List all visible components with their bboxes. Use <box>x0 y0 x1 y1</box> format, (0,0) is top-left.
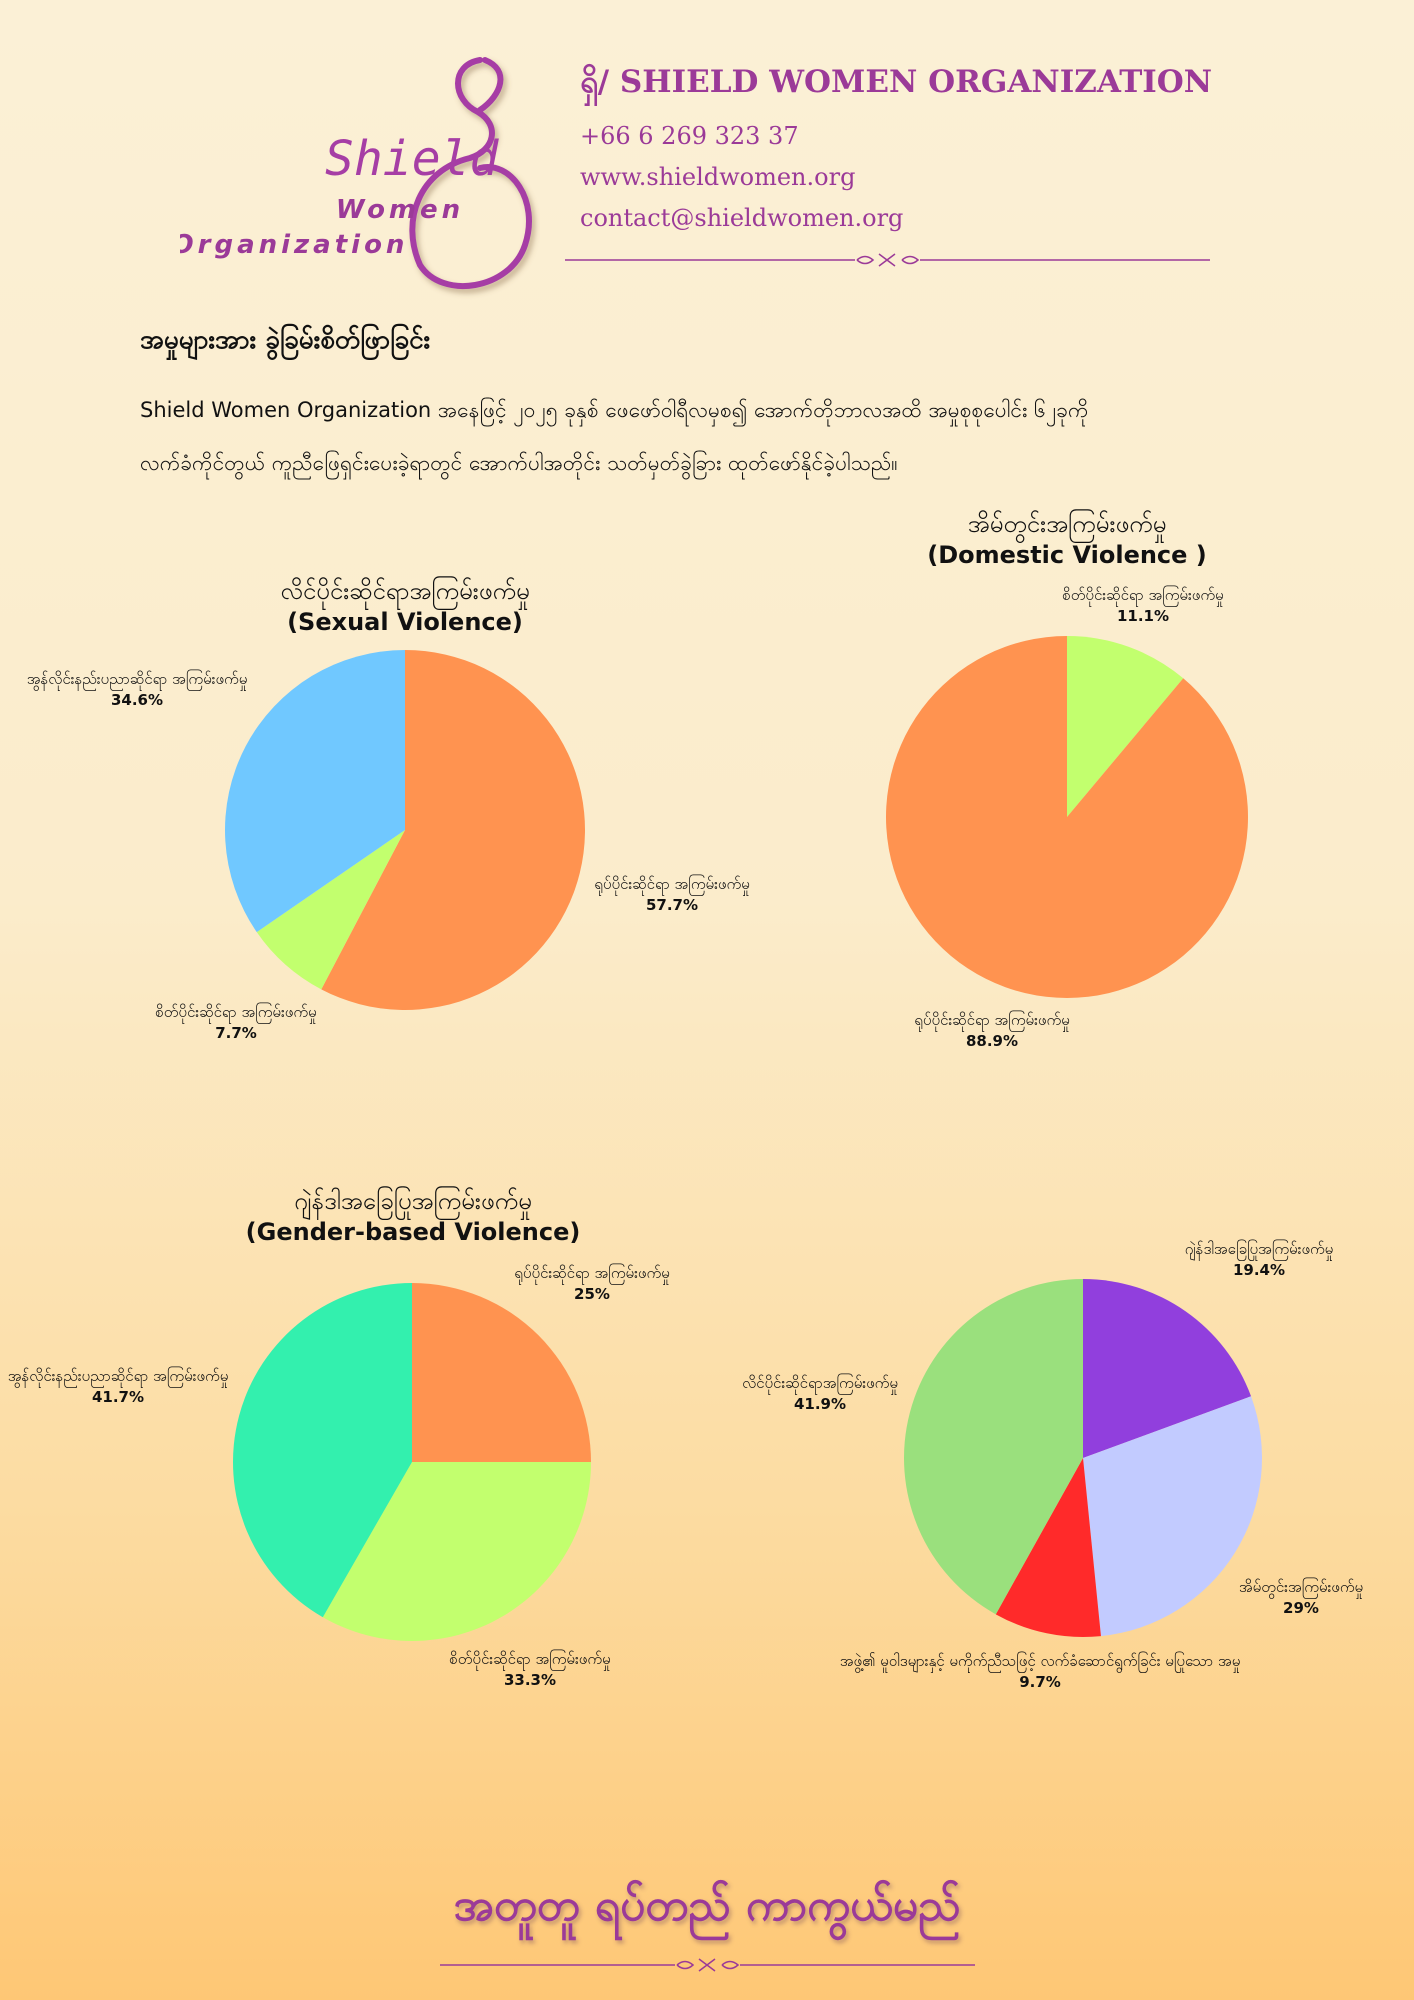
slice-label: ရုပ်ပိုင်းဆိုင်ရာ အကြမ်းဖက်မှု <box>914 1011 1070 1029</box>
pie-slice-2-2 <box>232 1283 412 1618</box>
pie-label: စိတ်ပိုင်းဆိုင်ရာ အကြမ်းဖက်မှု 11.1% <box>1062 585 1223 627</box>
sexual-violence-pie <box>225 650 585 1010</box>
slice-label: လိင်ပိုင်းဆိုင်ရာအကြမ်းဖက်မှု <box>742 1374 898 1392</box>
slice-value: 41.7% <box>91 1388 145 1406</box>
header-divider <box>565 253 1210 267</box>
chart-title-line2: (Domestic Violence ) <box>927 541 1207 569</box>
slice-label: စိတ်ပိုင်းဆိုင်ရာ အကြမ်းဖက်မှု <box>449 1650 611 1668</box>
slice-value: 57.7% <box>645 896 699 914</box>
slice-value: 41.9% <box>793 1395 847 1413</box>
pie-label: စိတ်ပိုင်းဆိုင်ရာ အကြမ်းဖက်မှု 7.7% <box>155 1002 316 1044</box>
pie-slice-0-2 <box>225 650 405 933</box>
gender-based-violence-title: ဂျဲန်ဒါအခြေပြုအကြမ်းဖက်မှု (Gender-based… <box>246 1186 581 1248</box>
slice-label: စိတ်ပိုင်းဆိုင်ရာ အကြမ်းဖက်မှု <box>155 1003 317 1021</box>
pie-label: စိတ်ပိုင်းဆိုင်ရာ အကြမ်းဖက်မှု 33.3% <box>449 1649 610 1691</box>
slice-label: ဂျဲန်ဒါအခြေပြုအကြမ်းဖက်မှု <box>1184 1240 1334 1258</box>
slice-value: 88.9% <box>965 1032 1019 1050</box>
slice-label: အဖွဲ့၏ မူဝါဒများနှင့် မကိုက်ညီသဖြင့် လက်… <box>839 1652 1241 1670</box>
slice-label: အွန်လိုင်းနည်းပညာဆိုင်ရာ အကြမ်းဖက်မှု <box>26 670 248 688</box>
slice-value: 19.4% <box>1232 1261 1286 1279</box>
slice-value: 34.6% <box>110 691 164 709</box>
pie-label: လိင်ပိုင်းဆိုင်ရာအကြမ်းဖက်မှု 41.9% <box>742 1373 898 1415</box>
pie-slice-3-3 <box>904 1279 1083 1615</box>
pie-slice-3-1 <box>1083 1396 1262 1637</box>
chart-title-line1: ဂျဲန်ဒါအခြေပြုအကြမ်းဖက်မှု <box>294 1187 532 1215</box>
footer-divider <box>440 1958 975 1972</box>
pie-slice-0-1 <box>256 830 405 990</box>
chart-title-line2: (Gender-based Violence) <box>245 1218 581 1246</box>
gender-based-violence-pie <box>232 1283 591 1641</box>
slice-label: ရုပ်ပိုင်းဆိုင်ရာ အကြမ်းဖက်မှု <box>514 1264 670 1282</box>
slice-value: 7.7% <box>215 1024 257 1042</box>
intro-title: အမှုများအား ခွဲခြမ်းစိတ်ဖြာခြင်း <box>140 325 431 355</box>
footer-slogan: အတူတူ ရပ်တည် ကာကွယ်မည် <box>453 1880 961 1931</box>
pie-slice-2-0 <box>412 1283 591 1462</box>
logo-sub1: Women <box>336 195 464 225</box>
pie-slice-2-1 <box>322 1462 591 1641</box>
slice-label: အွန်လိုင်းနည်းပညာဆိုင်ရာ အကြမ်းဖက်မှု <box>7 1367 229 1385</box>
pie-slice-0-0 <box>321 650 585 1010</box>
slice-label: အိမ်တွင်းအကြမ်းဖက်မှု <box>1238 1578 1364 1596</box>
slice-value: 25% <box>574 1285 610 1303</box>
chart-title-line1: အိမ်တွင်းအကြမ်းဖက်မှု <box>967 510 1167 538</box>
intro-text: Shield Women Organization အနေဖြင့် ၂၀၂၅ … <box>140 384 1270 490</box>
chart-title-line1: လိင်ပိုင်းဆိုင်ရာအကြမ်းဖက်မှု <box>280 577 530 605</box>
pie-label: ဂျဲန်ဒါအခြေပြုအကြမ်းဖက်မှု 19.4% <box>1185 1239 1334 1281</box>
slice-value: 33.3% <box>503 1671 557 1689</box>
slice-label: စိတ်ပိုင်းဆိုင်ရာ အကြမ်းဖက်မှု <box>1062 586 1224 604</box>
pie-label: အွန်လိုင်းနည်းပညာဆိုင်ရာ အကြမ်းဖက်မှု 34… <box>27 669 248 711</box>
email-link[interactable]: contact@shieldwomen.org <box>580 204 904 232</box>
logo-text: Shield <box>325 131 499 187</box>
slice-value: 11.1% <box>1116 607 1170 625</box>
domestic-violence-title: အိမ်တွင်းအကြမ်းဖက်မှု (Domestic Violence… <box>927 509 1207 571</box>
shield-logo: Shield Women Organization <box>180 57 532 289</box>
pie-label: ရုပ်ပိုင်းဆိုင်ရာ အကြမ်းဖက်မှု 88.9% <box>914 1010 1069 1052</box>
intro-line-1: Shield Women Organization အနေဖြင့် ၂၀၂၅ … <box>140 398 1089 422</box>
slice-value: 29% <box>1283 1599 1319 1617</box>
chart-title-line2: (Sexual Violence) <box>287 608 523 636</box>
pie-label: အိမ်တွင်းအကြမ်းဖက်မှု 29% <box>1239 1577 1363 1619</box>
pie-label: အဖွဲ့၏ မူဝါဒများနှင့် မကိုက်ညီသဖြင့် လက်… <box>840 1651 1241 1693</box>
website-link[interactable]: www.shieldwomen.org <box>580 163 856 191</box>
pie-slice-1-1 <box>886 636 1248 998</box>
pie-slice-3-2 <box>995 1458 1101 1637</box>
slice-label: ရုပ်ပိုင်းဆိုင်ရာ အကြမ်းဖက်မှု <box>594 875 750 893</box>
slice-value: 9.7% <box>1019 1673 1061 1691</box>
sexual-violence-title: လိင်ပိုင်းဆိုင်ရာအကြမ်းဖက်မှု (Sexual Vi… <box>280 576 529 638</box>
domestic-violence-pie <box>886 636 1248 998</box>
pie-label: ရုပ်ပိုင်းဆိုင်ရာ အကြမ်းဖက်မှု 25% <box>514 1263 669 1305</box>
overall-breakdown-pie <box>904 1279 1262 1637</box>
logo-sub2: Organization <box>180 230 408 260</box>
pie-slice-3-0 <box>1083 1279 1252 1458</box>
pie-label: ရုပ်ပိုင်းဆိုင်ရာ အကြမ်းဖက်မှု 57.7% <box>594 874 749 916</box>
org-name: ရှိ/ SHIELD WOMEN ORGANIZATION <box>580 64 1213 100</box>
phone-number: +66 6 269 323 37 <box>580 122 799 150</box>
intro-line-2: လက်ခံကိုင်တွယ် ကူညီဖြေရှင်းပေးခဲ့ရာတွင် … <box>140 451 898 475</box>
pie-slice-1-0 <box>1067 636 1184 817</box>
pie-label: အွန်လိုင်းနည်းပညာဆိုင်ရာ အကြမ်းဖက်မှု 41… <box>8 1366 229 1408</box>
